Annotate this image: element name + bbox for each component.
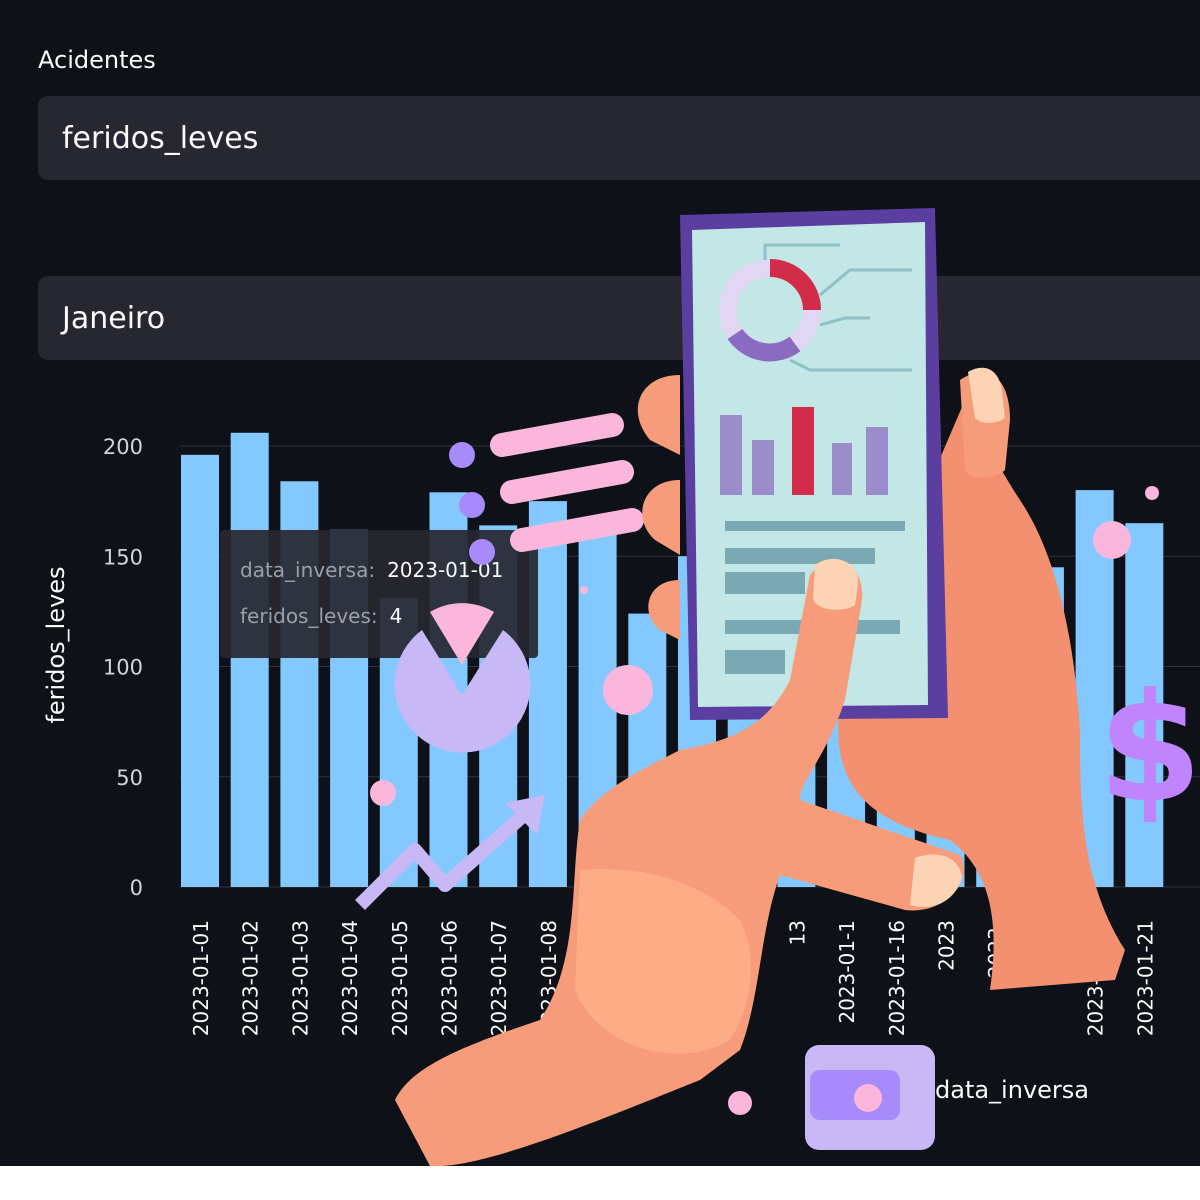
x-tick-label: 2023-01-16	[885, 920, 909, 1036]
x-tick-label: 2023-01-1	[835, 920, 859, 1024]
tooltip-x-value: 2023-01-01	[387, 558, 504, 582]
x-tick-label: 2023-01-05	[388, 920, 412, 1036]
month-select[interactable]: Janeiro	[38, 276, 1200, 360]
metric-select[interactable]: feridos_leves	[38, 96, 1200, 180]
y-tick-label: 50	[116, 766, 143, 790]
bar	[727, 600, 766, 887]
bar	[181, 454, 219, 887]
bar	[578, 529, 617, 887]
x-tick-label: 2023-01-20	[1084, 920, 1108, 1036]
bar	[678, 556, 716, 887]
tooltip-y-key: feridos_leves:	[240, 604, 378, 628]
bar-chart: 0 50 100 150 200 feridos_leves 2023-01-01 2023-…	[42, 432, 1200, 1104]
bar	[628, 613, 667, 887]
x-tick-label: 2023-01-01	[189, 920, 213, 1036]
x-tick-label: 2023-01-21	[1133, 920, 1157, 1036]
chart-tooltip: data_inversa: 2023-01-01 feridos_leves: …	[220, 530, 538, 658]
bar	[827, 615, 866, 887]
tooltip-x-key: data_inversa:	[240, 558, 376, 582]
bar	[926, 622, 965, 887]
app-window: Acidentes feridos_leves Janeiro 0 50 100 15…	[0, 0, 1200, 1166]
x-tick-label: 2023-01-08	[537, 920, 561, 1036]
tooltip-y-value: 4	[389, 604, 403, 628]
x-tick-label: 2023-01-06	[438, 920, 462, 1036]
bar	[876, 644, 915, 887]
x-axis-title: data_inversa	[935, 1076, 1089, 1104]
y-tick-label: 200	[103, 435, 143, 459]
bar	[777, 626, 816, 887]
x-tick-label: 2023-01-07	[487, 920, 511, 1036]
bar	[1025, 567, 1064, 887]
x-tick-label: 2023-	[1034, 920, 1058, 978]
x-tick-label: 2023-01-02	[239, 920, 263, 1036]
y-axis-title: feridos_leves	[42, 566, 70, 723]
y-tick-label: 0	[130, 876, 143, 900]
accidents-label: Acidentes	[38, 46, 156, 74]
x-tick-label: 2023-01-04	[338, 920, 362, 1036]
bar	[230, 432, 269, 887]
y-tick-label: 100	[103, 656, 143, 680]
x-tick-label: 13	[785, 920, 809, 945]
x-tick-label: 2023-	[984, 920, 1008, 978]
bar	[976, 589, 1015, 887]
x-tick-label: 2023-01-03	[288, 920, 312, 1036]
y-tick-label: 150	[103, 545, 143, 569]
bar	[1075, 490, 1114, 887]
bar	[1125, 523, 1164, 887]
x-tick-label: 2023	[935, 920, 959, 971]
